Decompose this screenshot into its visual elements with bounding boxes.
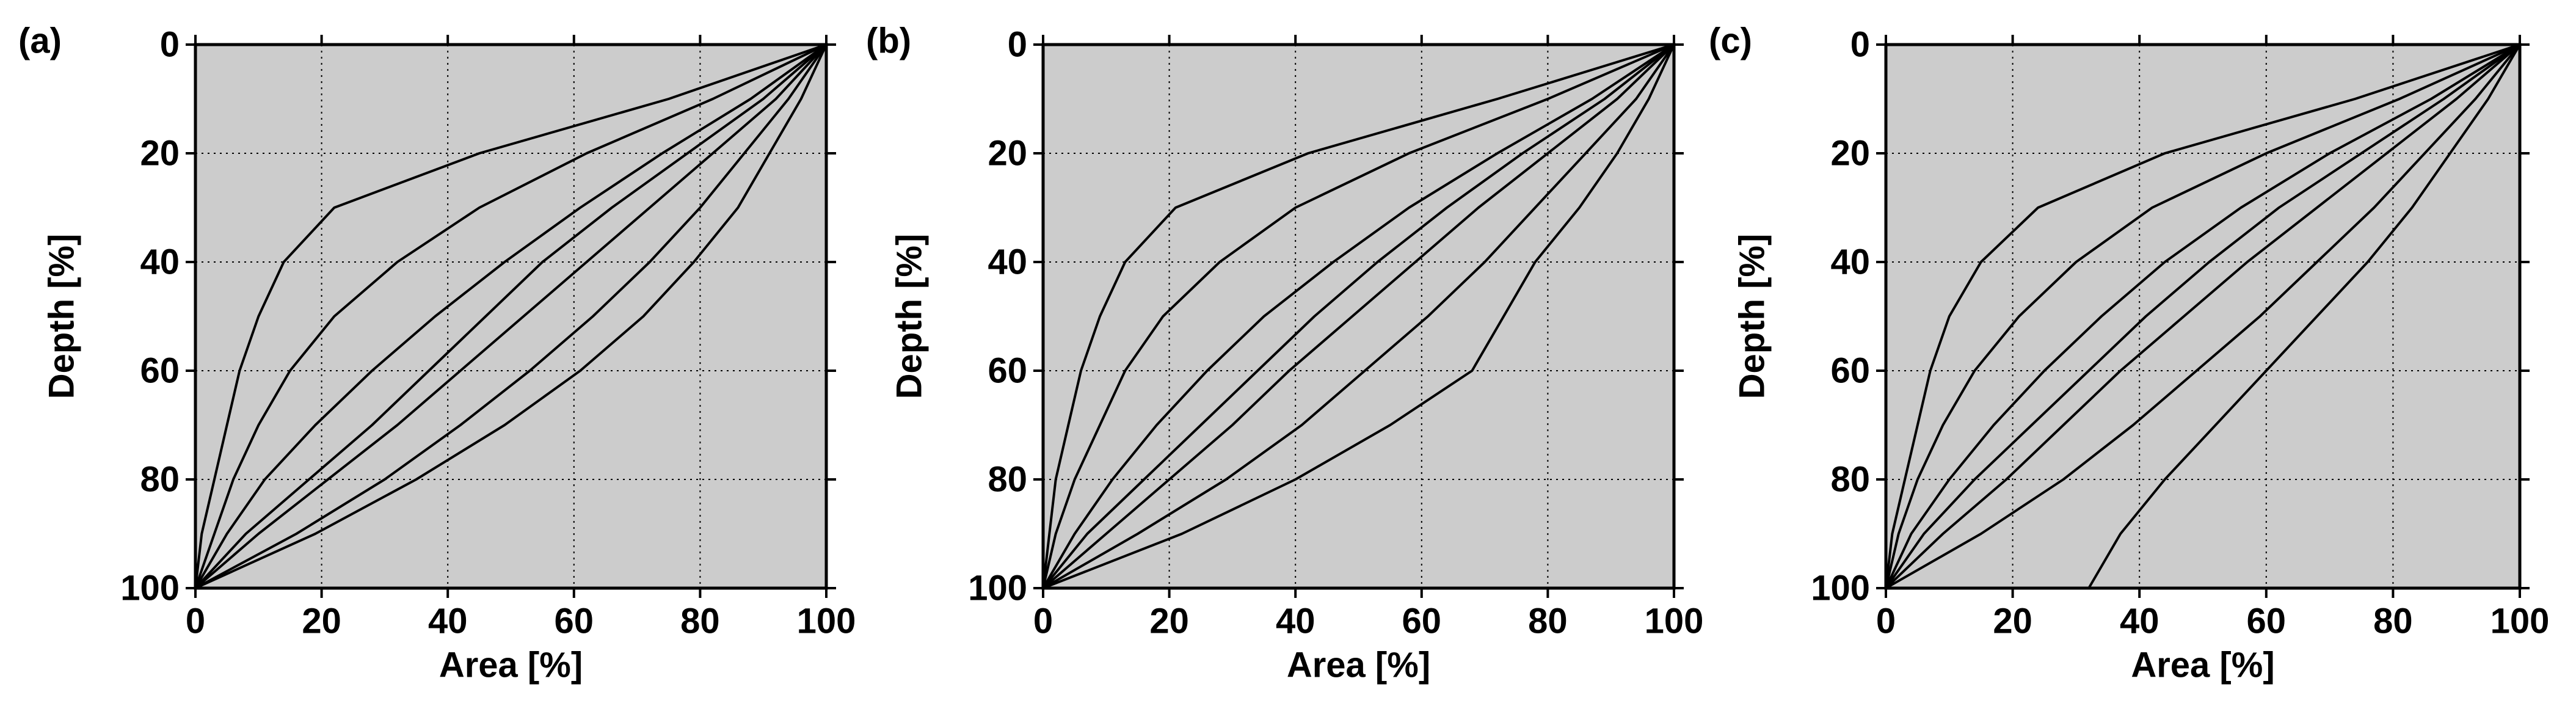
x-tick-label: 60	[1402, 601, 1442, 641]
y-tick-label: 100	[1811, 568, 1870, 608]
curve	[195, 45, 826, 588]
curve	[2087, 45, 2520, 588]
plot-background	[195, 45, 826, 588]
x-axis-label: Area [%]	[1287, 645, 1430, 685]
x-axis-label: Area [%]	[439, 645, 583, 685]
x-tick-label: 100	[1645, 601, 1704, 641]
curve	[1043, 45, 1674, 588]
x-tick-label: 80	[1528, 601, 1568, 641]
y-axis-label: Depth [%]	[42, 234, 81, 399]
y-tick-label: 100	[968, 568, 1027, 608]
panel-label: (c)	[1709, 21, 1752, 60]
y-tick-label: 80	[1830, 459, 1870, 499]
y-tick-label: 40	[988, 242, 1027, 282]
curve	[1886, 45, 2520, 588]
curves	[1886, 45, 2520, 588]
x-tick-label: 0	[1033, 601, 1053, 641]
x-tick-label: 80	[680, 601, 720, 641]
curve	[1886, 45, 2520, 588]
y-axis-label: Depth [%]	[1732, 234, 1772, 399]
y-tick-label: 60	[988, 351, 1027, 390]
curve	[195, 45, 826, 588]
curve	[1043, 45, 1674, 588]
curve	[1886, 45, 2520, 588]
plot-frame	[1041, 43, 1676, 590]
x-tick-label: 100	[2490, 601, 2550, 641]
y-tick-label: 20	[988, 133, 1027, 173]
curve	[1043, 45, 1674, 588]
curve	[1886, 45, 2520, 588]
x-tick-label: 100	[797, 601, 856, 641]
plot-frame	[1884, 43, 2522, 590]
y-tick-label: 60	[1830, 351, 1870, 390]
x-tick-label: 40	[428, 601, 468, 641]
curve	[1043, 45, 1674, 588]
x-tick-label: 40	[1276, 601, 1315, 641]
y-tick-label: 80	[140, 459, 180, 499]
x-axis-label: Area [%]	[2131, 645, 2274, 685]
y-tick-label: 0	[160, 24, 180, 64]
curve	[1043, 45, 1674, 588]
x-tick-label: 0	[186, 601, 205, 641]
x-tick-label: 20	[1149, 601, 1189, 641]
x-tick-label: 60	[555, 601, 594, 641]
plot-background	[1886, 45, 2520, 588]
curve	[1043, 45, 1674, 588]
y-tick-label: 100	[120, 568, 180, 608]
curve	[195, 45, 826, 588]
y-tick-label: 20	[1830, 133, 1870, 173]
curve	[195, 45, 826, 588]
panel-label: (a)	[18, 21, 62, 60]
x-tick-label: 20	[1993, 601, 2032, 641]
y-axis-label: Depth [%]	[889, 234, 929, 399]
y-tick-label: 40	[1830, 242, 1870, 282]
y-tick-label: 80	[988, 459, 1027, 499]
y-tick-label: 40	[140, 242, 180, 282]
x-tick-label: 20	[302, 601, 341, 641]
plot-frame	[194, 43, 828, 590]
curve	[1886, 45, 2520, 588]
curve	[195, 45, 826, 588]
panel-label: (b)	[866, 21, 911, 60]
x-tick-label: 0	[1876, 601, 1896, 641]
y-tick-label: 20	[140, 133, 180, 173]
y-tick-label: 0	[1850, 24, 1870, 64]
curves	[1043, 45, 1674, 588]
x-tick-label: 40	[2120, 601, 2159, 641]
x-tick-label: 60	[2247, 601, 2287, 641]
curve	[195, 45, 826, 588]
curves	[195, 45, 826, 588]
y-tick-label: 60	[140, 351, 180, 390]
x-tick-label: 80	[2373, 601, 2413, 641]
curve	[1043, 45, 1674, 588]
curve	[1886, 45, 2520, 588]
curve	[195, 45, 826, 588]
y-tick-label: 0	[1008, 24, 1027, 64]
